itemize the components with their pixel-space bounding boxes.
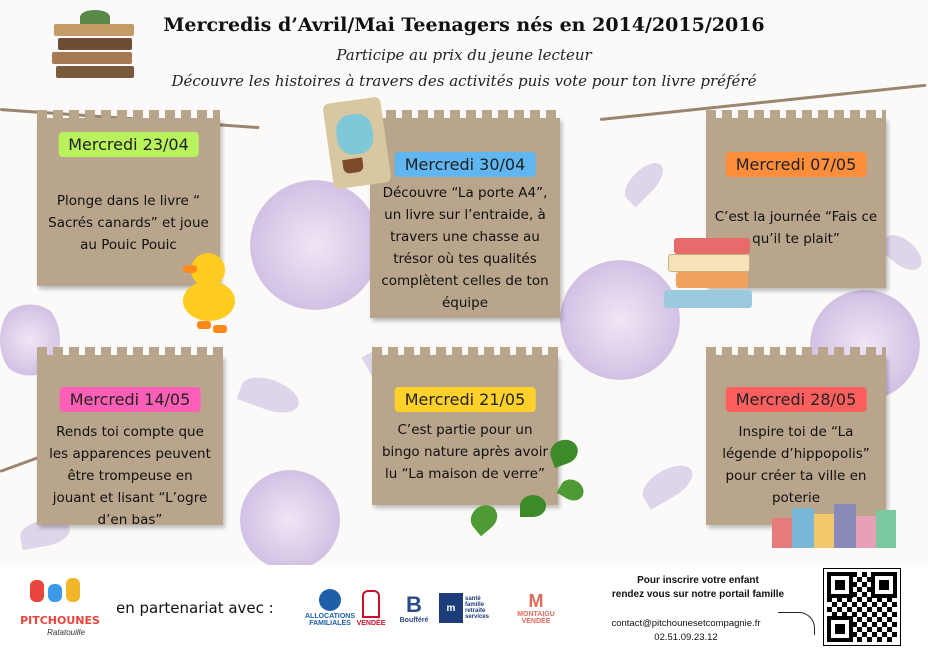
contact-email[interactable]: contact@pitchounesetcompagnie.fr (611, 618, 761, 629)
bouffere-logo-icon: B (406, 591, 422, 617)
msa-logo-text: santé famille retraite services (465, 596, 490, 620)
activity-card: Mercredi 23/04 Plonge dans le livre “ Sa… (37, 110, 220, 286)
qr-eye (871, 572, 897, 598)
activity-date: Mercredi 21/05 (394, 387, 536, 412)
caf-logo: ALLOCATIONS FAMILIALES (304, 588, 356, 628)
activity-date: Mercredi 30/04 (394, 152, 536, 177)
activity-description: Rends toi compte que les apparences peuv… (49, 424, 211, 528)
activity-description: Découvre “La porte A4”, un livre sur l’e… (381, 185, 549, 311)
treasure-map-icon (322, 96, 392, 190)
montaigu-logo-icon: M (528, 591, 544, 611)
page-intro: Découvre les histoires à travers des act… (171, 72, 757, 90)
town-houses-icon (772, 500, 896, 548)
qr-eye (827, 572, 853, 598)
activity-description: C’est partie pour un bingo nature après … (381, 422, 549, 482)
vendee-logo-text: VENDÉE (356, 619, 386, 627)
signup-line-1: Pour inscrire votre enfant (637, 575, 759, 586)
montaigu-logo: M MONTAIGU VENDÉE (510, 588, 562, 628)
books-pile-icon (664, 236, 760, 312)
qr-eye (827, 616, 853, 642)
bouffere-logo-text: Boufféré (399, 616, 429, 624)
activity-date: Mercredi 14/05 (59, 387, 201, 412)
msa-logo-icon: m (439, 593, 463, 623)
vendee-logo-icon (362, 589, 380, 618)
signup-text: Pour inscrire votre enfant rendez vous s… (598, 574, 798, 602)
page-subtitle: Participe au prix du jeune lecteur (336, 46, 592, 64)
activity-date: Mercredi 28/05 (725, 387, 867, 412)
vendee-logo: VENDÉE (356, 588, 386, 628)
logo-name: PITCHOUNES (20, 614, 100, 627)
partners-label: en partenariat avec : (116, 599, 274, 617)
activity-description: Plonge dans le livre “ Sacrés canards” e… (48, 193, 209, 253)
logo-subname: Ratatouille (47, 628, 85, 637)
activity-card: Mercredi 30/04 Découvre “La porte A4”, u… (370, 110, 560, 318)
activity-card: Mercredi 14/05 Rends toi compte que les … (37, 347, 223, 528)
montaigu-logo-text: MONTAIGU VENDÉE (517, 611, 555, 625)
duck-icon (183, 253, 239, 341)
arrow-icon (778, 612, 815, 635)
activity-card: Mercredi 21/05 C’est partie pour un bing… (372, 347, 558, 505)
activity-card: Mercredi 28/05 Inspire toi de “La légend… (706, 347, 886, 525)
caf-logo-icon (319, 589, 341, 611)
footer (0, 565, 928, 656)
activity-description: Inspire toi de “La légende d’hippopolis”… (722, 424, 870, 506)
activity-date: Mercredi 07/05 (725, 152, 867, 177)
msa-logo: m santé famille retraite services (438, 588, 502, 628)
activity-description: C’est la journée “Fais ce qu’il te plait… (714, 209, 878, 247)
books-stack-icon (50, 10, 140, 90)
caf-logo-text: ALLOCATIONS FAMILIALES (304, 613, 356, 627)
ivy-leaves-icon (450, 435, 590, 540)
pitchounes-logo: PITCHOUNES Ratatouille (20, 578, 100, 642)
qr-code[interactable] (823, 568, 901, 646)
activity-date: Mercredi 23/04 (58, 132, 199, 157)
signup-line-2: rendez vous sur notre portail famille (611, 589, 785, 600)
contact-phone[interactable]: 02.51.09.23.12 (654, 632, 718, 643)
page-title: Mercredis d’Avril/Mai Teenagers nés en 2… (163, 14, 765, 36)
bouffere-logo: B Boufféré (394, 588, 434, 628)
